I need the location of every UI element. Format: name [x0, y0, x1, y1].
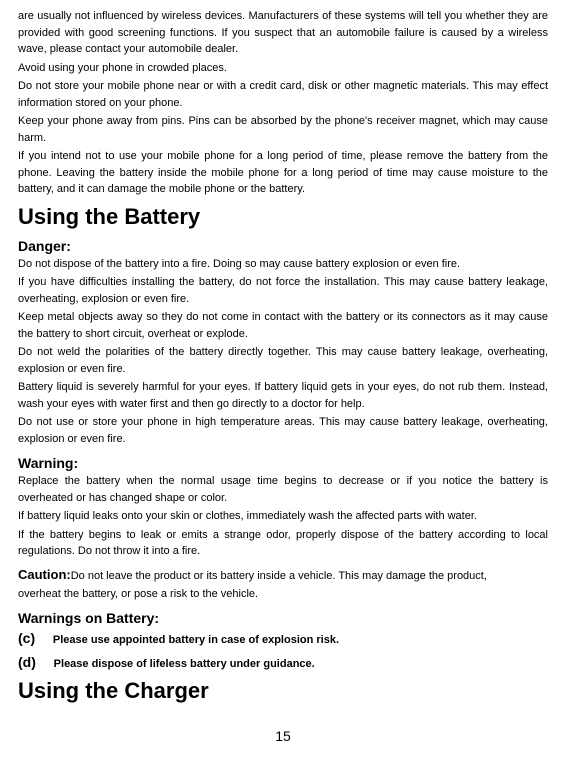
- intro-paragraph-1: are usually not influenced by wireless d…: [18, 8, 548, 58]
- intro-paragraph-5: If you intend not to use your mobile pho…: [18, 148, 548, 198]
- danger-paragraph-1: Do not dispose of the battery into a fir…: [18, 256, 548, 273]
- list-label-c: (c): [18, 630, 35, 646]
- intro-paragraph-3: Do not store your mobile phone near or w…: [18, 78, 548, 111]
- danger-paragraph-6: Do not use or store your phone in high t…: [18, 414, 548, 447]
- list-text-d: Please dispose of lifeless battery under…: [54, 658, 315, 670]
- heading-warnings-battery: Warnings on Battery:: [18, 610, 548, 626]
- warning-paragraph-1: Replace the battery when the normal usag…: [18, 473, 548, 506]
- danger-paragraph-5: Battery liquid is severely harmful for y…: [18, 379, 548, 412]
- list-text-c: Please use appointed battery in case of …: [53, 634, 339, 646]
- intro-paragraph-2: Avoid using your phone in crowded places…: [18, 60, 548, 77]
- danger-paragraph-3: Keep metal objects away so they do not c…: [18, 309, 548, 342]
- warning-paragraph-3: If the battery begins to leak or emits a…: [18, 527, 548, 560]
- intro-paragraph-4: Keep your phone away from pins. Pins can…: [18, 113, 548, 146]
- caution-label: Caution:: [18, 567, 71, 582]
- heading-warning: Warning:: [18, 455, 548, 471]
- caution-text-2: overheat the battery, or pose a risk to …: [18, 586, 548, 603]
- caution-row: Caution:Do not leave the product or its …: [18, 566, 548, 584]
- heading-using-battery: Using the Battery: [18, 204, 548, 230]
- page-number: 15: [18, 728, 548, 744]
- danger-paragraph-2: If you have difficulties installing the …: [18, 274, 548, 307]
- warning-paragraph-2: If battery liquid leaks onto your skin o…: [18, 508, 548, 525]
- danger-paragraph-4: Do not weld the polarities of the batter…: [18, 344, 548, 377]
- list-label-d: (d): [18, 654, 36, 670]
- battery-warning-c: (c) Please use appointed battery in case…: [18, 630, 548, 648]
- page-content: are usually not influenced by wireless d…: [0, 0, 566, 762]
- heading-using-charger: Using the Charger: [18, 678, 548, 704]
- caution-text-1: Do not leave the product or its battery …: [71, 570, 487, 582]
- heading-danger: Danger:: [18, 238, 548, 254]
- battery-warning-d: (d) Please dispose of lifeless battery u…: [18, 654, 548, 672]
